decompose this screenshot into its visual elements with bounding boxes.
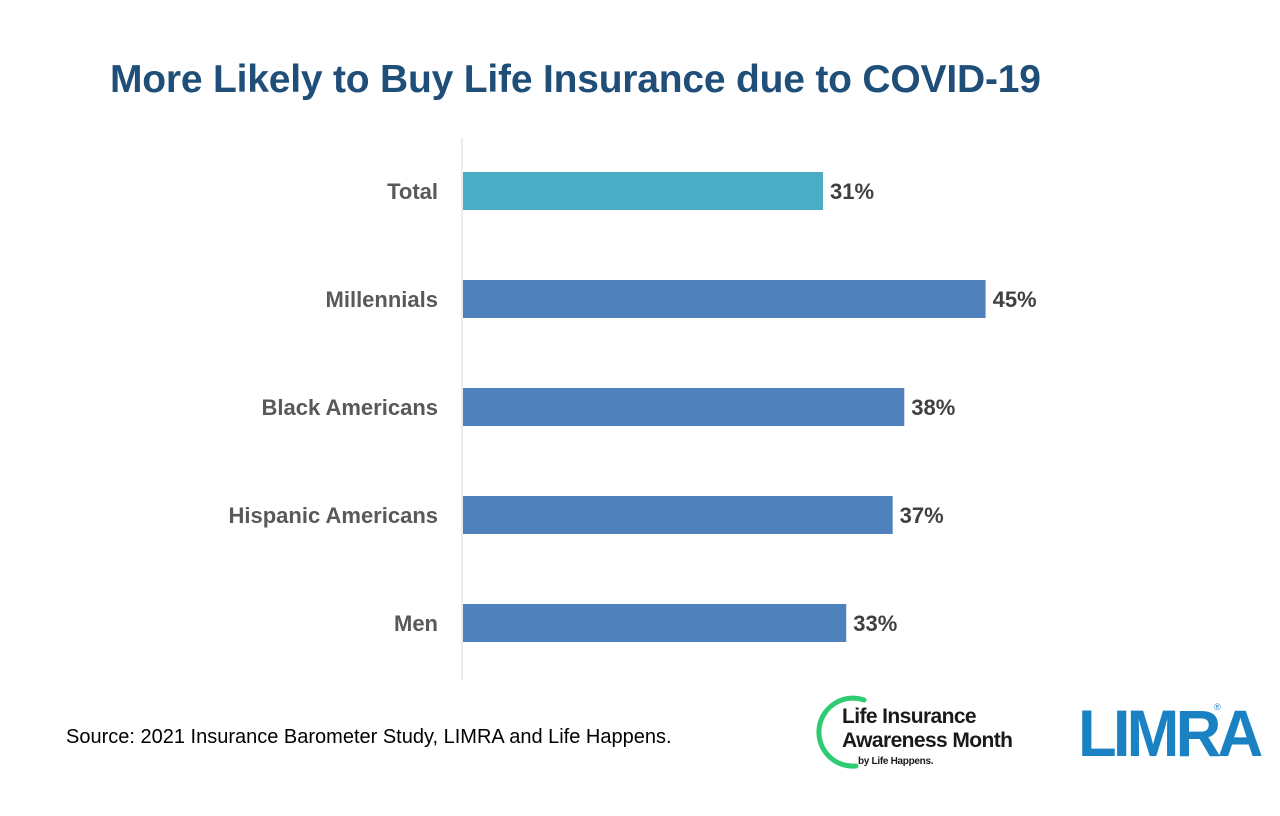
bar <box>463 172 823 210</box>
bar <box>463 388 905 426</box>
data-label: 31% <box>830 179 874 204</box>
bar <box>463 280 986 318</box>
logo-line-2: Awareness Month <box>842 729 1013 752</box>
data-label: 33% <box>853 611 897 636</box>
life-insurance-awareness-month-logo: Life Insurance Awareness Month by Life H… <box>812 690 1032 774</box>
limra-wordmark: LIMRA <box>1078 696 1263 770</box>
data-label: 37% <box>900 503 944 528</box>
category-label: Hispanic Americans <box>229 503 439 528</box>
limra-registered-mark: ® <box>1214 702 1221 712</box>
category-label: Black Americans <box>261 395 438 420</box>
limra-logo: LIMRA ® <box>1078 700 1263 770</box>
data-label: 45% <box>993 287 1037 312</box>
category-label: Men <box>394 611 438 636</box>
bar <box>463 496 893 534</box>
source-note: Source: 2021 Insurance Barometer Study, … <box>66 726 672 748</box>
category-label: Total <box>387 179 438 204</box>
bar-chart: Total 31% Millennials 45% Black Americans 38%… <box>229 138 1037 680</box>
data-label: 38% <box>911 395 955 420</box>
logo-ring-icon <box>816 695 867 769</box>
bar <box>463 604 847 642</box>
category-label: Millennials <box>326 287 438 312</box>
logo-byline: by Life Happens. <box>858 756 934 767</box>
logo-line-1: Life Insurance <box>842 705 977 728</box>
chart-title: More Likely to Buy Life Insurance due to… <box>110 58 1041 101</box>
